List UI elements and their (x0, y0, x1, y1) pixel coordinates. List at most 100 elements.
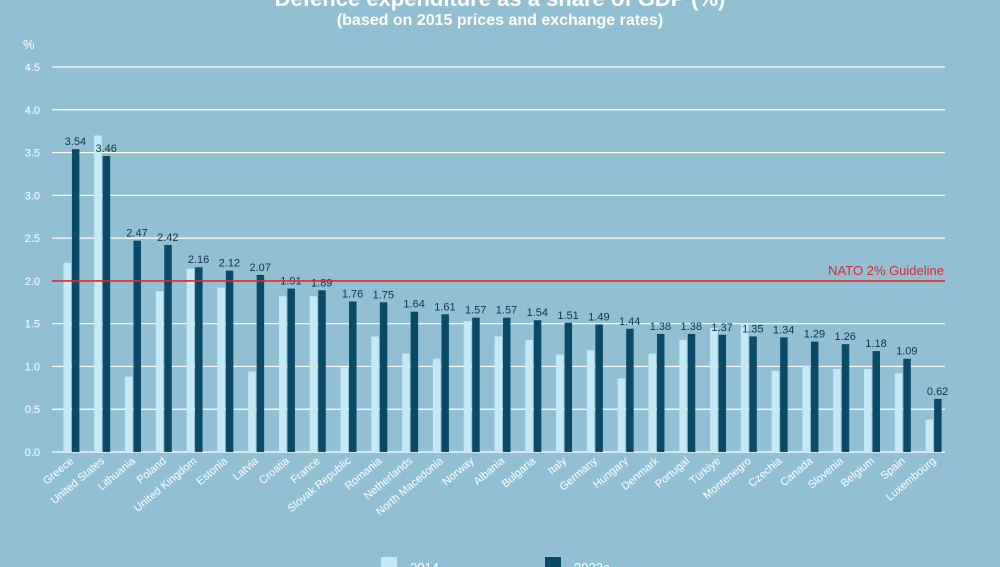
y-tick-label: 4.0 (25, 105, 40, 117)
bar-2014 (340, 367, 349, 452)
bar-2022e (195, 267, 203, 452)
data-label: 1.57 (496, 305, 517, 317)
bar-2022e (287, 288, 295, 452)
bar-2014 (556, 354, 564, 452)
bar-2014 (371, 336, 379, 452)
bar-2022e (71, 149, 80, 452)
bar-2014 (463, 321, 472, 452)
legend-swatch-2022e (545, 557, 561, 567)
chart-subtitle: (based on 2015 prices and exchange rates… (336, 12, 664, 29)
y-tick-label: 1.0 (25, 361, 40, 373)
y-tick-label: 2.0 (25, 276, 40, 288)
bar-2014 (864, 369, 872, 452)
bar-2014 (894, 373, 903, 452)
data-label: 0.62 (927, 386, 948, 398)
bar-2022e (780, 337, 788, 452)
bar-2022e (225, 270, 234, 452)
bar-2022e (256, 274, 265, 452)
bar-2022e (810, 341, 819, 452)
x-tick-label: Belgium (839, 455, 877, 490)
bar-2022e (379, 302, 388, 452)
data-label: 1.38 (650, 321, 671, 333)
data-label: 1.64 (403, 299, 424, 311)
x-tick-label: Czechia (746, 455, 785, 490)
legend-label-2014: 2014 (410, 560, 439, 567)
bar-2022e (687, 333, 696, 452)
bar-2014 (124, 376, 133, 452)
data-label: 1.09 (896, 346, 917, 358)
bar-2014 (740, 323, 749, 452)
bar-2014 (217, 287, 225, 452)
bar-2014 (771, 370, 780, 452)
data-label: 1.29 (804, 329, 825, 341)
y-tick-label: 2.5 (25, 233, 40, 245)
bar-2014 (802, 365, 810, 452)
bar-2022e (503, 317, 511, 452)
bar-2014 (679, 339, 687, 452)
y-tick-label: 0.5 (25, 404, 40, 416)
y-tick-label: 3.0 (25, 190, 40, 202)
bar-2014 (63, 262, 71, 452)
bar-2022e (595, 324, 603, 452)
data-label: 1.26 (835, 331, 856, 343)
bar-2022e (102, 155, 111, 452)
bar-2022e (533, 320, 542, 452)
x-tick-label: Italy (546, 455, 570, 477)
data-label: 1.44 (619, 316, 640, 328)
y-tick-label: 4.5 (25, 62, 40, 74)
bar-2022e (318, 290, 326, 452)
legend-label-2022e: 2022e (574, 560, 610, 567)
x-tick-label: Croatia (257, 455, 293, 488)
bar-2022e (656, 333, 665, 452)
bar-2022e (410, 311, 419, 452)
bar-2022e (133, 240, 141, 452)
bar-2014 (186, 268, 195, 452)
bar-2022e (441, 314, 449, 452)
data-label: 2.42 (157, 232, 178, 244)
data-label: 2.16 (188, 254, 209, 266)
bar-2022e (164, 244, 172, 452)
bar-2014 (309, 296, 318, 452)
data-label: 1.35 (742, 324, 763, 336)
data-label: 3.46 (95, 143, 116, 155)
bar-2014 (710, 327, 718, 452)
bar-2014 (94, 135, 102, 452)
data-label: 1.18 (865, 338, 886, 350)
bar-2014 (925, 419, 934, 452)
bar-2022e (472, 317, 480, 452)
bar-2022e (841, 344, 850, 452)
data-label: 2.07 (249, 262, 270, 274)
data-label: 1.38 (681, 321, 702, 333)
y-tick-label: 1.5 (25, 319, 40, 331)
bar-2014 (525, 339, 533, 452)
x-tick-label: Norway (440, 455, 477, 488)
data-label: 1.75 (373, 289, 394, 301)
bar-2022e (718, 334, 727, 452)
x-tick-label: Slovenia (806, 455, 847, 492)
data-label: 1.37 (711, 322, 732, 334)
bar-2022e (749, 336, 757, 452)
data-label: 1.54 (527, 307, 548, 319)
x-tick-label: Estonia (194, 455, 230, 488)
bar-2022e (903, 358, 911, 452)
chart-title: Defence expenditure as a share of GDP (%… (0, 0, 1000, 12)
y-tick-label: 0.0 (25, 447, 40, 459)
bar-2014 (617, 378, 626, 452)
y-tick-label: 3.5 (25, 148, 40, 160)
bar-2014 (648, 353, 656, 452)
data-label: 2.47 (126, 228, 147, 240)
data-label: 1.57 (465, 305, 486, 317)
data-label: 1.89 (311, 277, 332, 289)
data-label: 1.49 (588, 312, 609, 324)
x-tick-label: Portugal (653, 455, 692, 491)
data-label: 1.51 (557, 310, 578, 322)
bar-2022e (626, 328, 634, 452)
legend-swatch-2014 (381, 557, 397, 567)
bar-2014 (278, 296, 287, 452)
bar-2022e (564, 322, 573, 452)
x-tick-label: Bulgaria (500, 455, 539, 491)
bar-2014 (155, 291, 164, 452)
bar-2022e (934, 398, 942, 452)
